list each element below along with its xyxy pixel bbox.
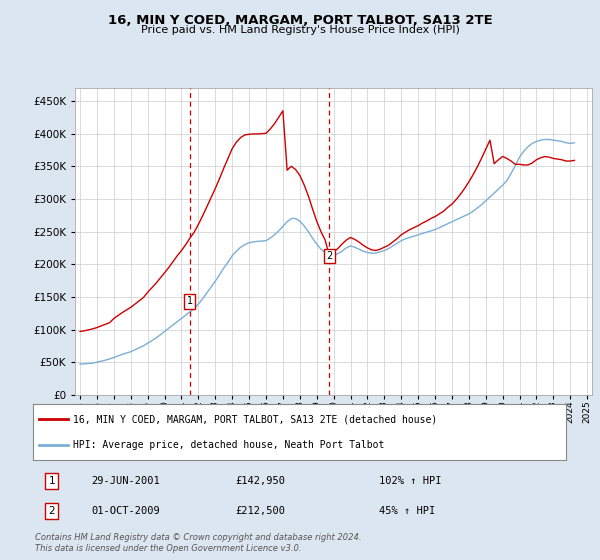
Text: 16, MIN Y COED, MARGAM, PORT TALBOT, SA13 2TE (detached house): 16, MIN Y COED, MARGAM, PORT TALBOT, SA1… bbox=[73, 414, 437, 424]
Text: 1: 1 bbox=[187, 296, 193, 306]
Text: 102% ↑ HPI: 102% ↑ HPI bbox=[379, 476, 442, 486]
Text: 16, MIN Y COED, MARGAM, PORT TALBOT, SA13 2TE: 16, MIN Y COED, MARGAM, PORT TALBOT, SA1… bbox=[107, 14, 493, 27]
Text: £142,950: £142,950 bbox=[235, 476, 286, 486]
Text: HPI: Average price, detached house, Neath Port Talbot: HPI: Average price, detached house, Neat… bbox=[73, 440, 385, 450]
Text: Contains HM Land Registry data © Crown copyright and database right 2024.
This d: Contains HM Land Registry data © Crown c… bbox=[35, 533, 361, 553]
Text: Price paid vs. HM Land Registry's House Price Index (HPI): Price paid vs. HM Land Registry's House … bbox=[140, 25, 460, 35]
Text: £212,500: £212,500 bbox=[235, 506, 286, 516]
Text: 29-JUN-2001: 29-JUN-2001 bbox=[92, 476, 160, 486]
Text: 01-OCT-2009: 01-OCT-2009 bbox=[92, 506, 160, 516]
Text: 45% ↑ HPI: 45% ↑ HPI bbox=[379, 506, 436, 516]
Text: 1: 1 bbox=[49, 476, 55, 486]
Text: 2: 2 bbox=[49, 506, 55, 516]
Text: 2: 2 bbox=[326, 251, 332, 261]
